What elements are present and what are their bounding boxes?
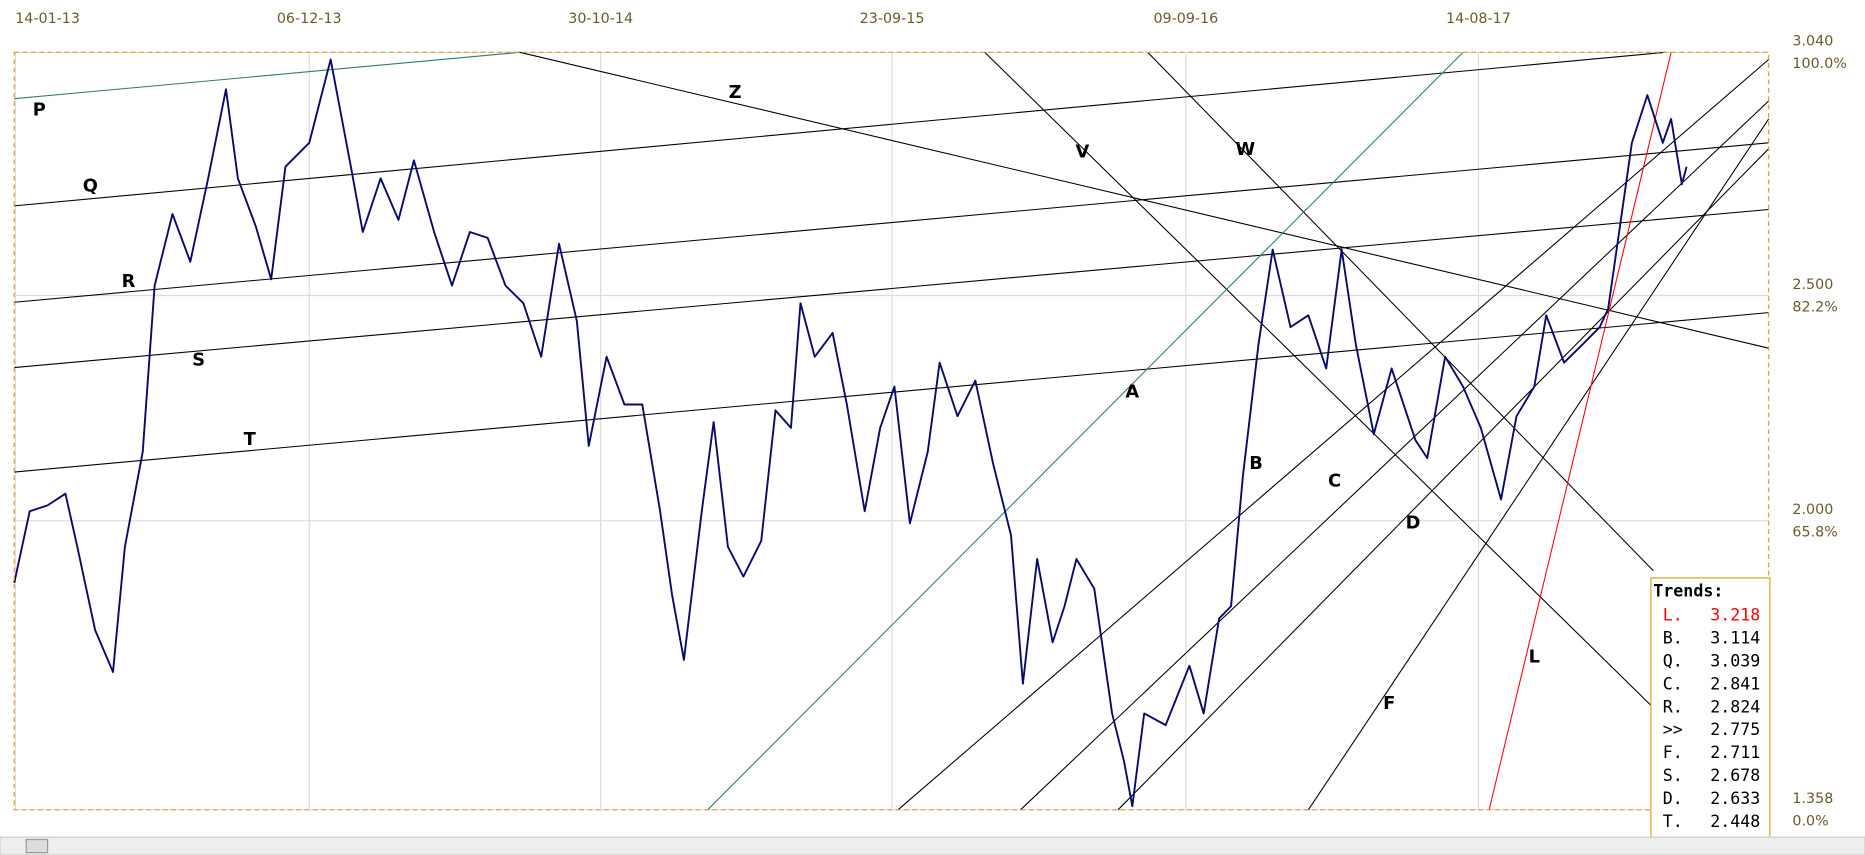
trendline — [1147, 51, 1654, 572]
scrollbar[interactable] — [0, 836, 1865, 855]
scroll-thumb[interactable] — [25, 838, 49, 854]
trendline — [1307, 118, 1770, 811]
trend-value: 2.711 — [1710, 743, 1760, 762]
trendline-label: V — [1075, 141, 1089, 162]
trendline-label: B — [1249, 453, 1263, 474]
trendline-label: Q — [83, 176, 98, 197]
trendline-label: W — [1235, 139, 1255, 160]
y-tick-label: 2.500 — [1792, 277, 1833, 293]
trendline-label: C — [1328, 471, 1341, 492]
trendline-label: F — [1383, 693, 1395, 714]
trend-value: 3.114 — [1710, 628, 1760, 647]
y-tick-label: 1.358 — [1792, 791, 1833, 807]
trendline-label: L — [1529, 647, 1540, 668]
x-tick-label: 09-09-16 — [1153, 11, 1218, 27]
trends-title: Trends: — [1653, 582, 1723, 601]
x-tick-label: 30-10-14 — [568, 11, 633, 27]
trendline-label: Z — [729, 82, 742, 103]
trendline-label: P — [33, 99, 46, 120]
y-tick-percent: 0.0% — [1792, 814, 1828, 830]
trendline — [14, 142, 1769, 303]
y-tick-percent: 100.0% — [1792, 56, 1846, 72]
trendline — [14, 51, 1666, 207]
trendline-label: R — [122, 271, 136, 292]
trend-value: 2.678 — [1710, 766, 1760, 785]
trend-name: B. — [1663, 628, 1683, 647]
x-tick-label: 14-01-13 — [15, 11, 80, 27]
trendline — [14, 51, 520, 100]
trendline-label: A — [1125, 381, 1139, 402]
trend-value: 3.218 — [1710, 605, 1760, 624]
trend-value: 2.775 — [1710, 720, 1760, 739]
trend-name: D. — [1663, 789, 1683, 808]
trend-value: 2.633 — [1710, 789, 1760, 808]
x-tick-label: 06-12-13 — [277, 11, 342, 27]
plot-border — [13, 51, 1770, 811]
trendline — [1117, 148, 1770, 811]
trend-name: S. — [1663, 766, 1683, 785]
trend-name: Q. — [1663, 651, 1683, 670]
trendline — [897, 59, 1770, 811]
trendline — [984, 51, 1666, 720]
price — [13, 58, 1688, 808]
trendline — [1488, 52, 1672, 810]
trend-value: 2.824 — [1710, 697, 1760, 716]
x-tick-label: 23-09-15 — [860, 11, 925, 27]
trendline-label: S — [192, 349, 205, 370]
trendlines — [14, 51, 1770, 811]
trend-name: R. — [1663, 697, 1683, 716]
trend-name: >> — [1663, 720, 1683, 739]
trend-value: 2.448 — [1710, 812, 1760, 831]
trend-name: C. — [1663, 674, 1683, 693]
y-tick-label: 3.040 — [1792, 34, 1833, 50]
trend-name: F. — [1663, 743, 1683, 762]
trendline — [707, 51, 1464, 811]
trendline-label: D — [1406, 512, 1421, 533]
trend-value: 2.841 — [1710, 674, 1760, 693]
trend-name: T. — [1663, 812, 1683, 831]
trendline — [1020, 100, 1770, 811]
trendline — [14, 208, 1769, 369]
trend-value: 3.039 — [1710, 651, 1760, 670]
trendline-label: T — [244, 429, 257, 450]
y-tick-percent: 82.2% — [1792, 299, 1837, 315]
trend-name: L. — [1663, 605, 1683, 624]
x-tick-label: 14-08-17 — [1446, 11, 1511, 27]
price-line — [13, 58, 1688, 808]
y-tick-label: 2.000 — [1792, 502, 1833, 518]
y-tick-percent: 65.8% — [1792, 525, 1837, 541]
trends-box: Trends: L. 3.218 B. 3.114 Q. 3.039 C. 2.841 R. 2.8… — [1650, 577, 1771, 838]
